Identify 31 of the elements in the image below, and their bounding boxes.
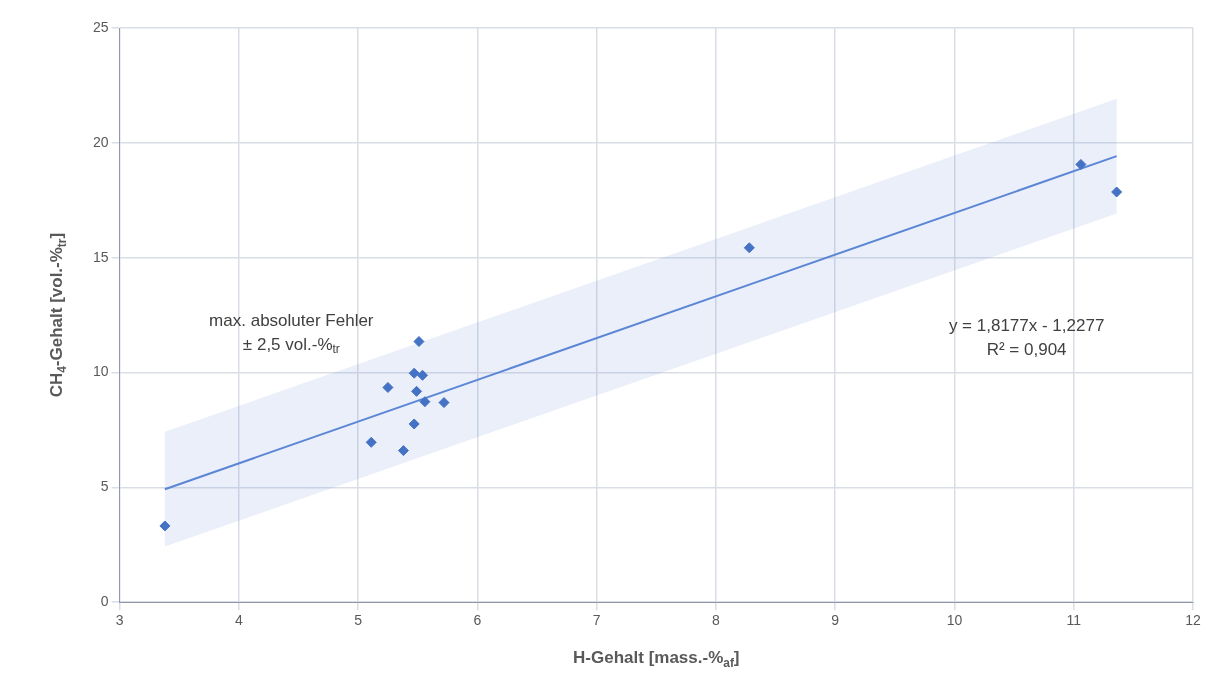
y-tick-label: 15: [92, 248, 109, 265]
x-tick-label: 10: [946, 612, 963, 629]
point: [159, 520, 171, 532]
annotation: y = 1,8177x - 1,2277 R² = 0,904: [948, 316, 1105, 360]
point: [365, 436, 377, 448]
point: [438, 397, 450, 409]
point: [419, 396, 431, 408]
x-tick-label: 9: [831, 612, 840, 629]
point: [382, 381, 394, 393]
x-tick-label: 8: [712, 612, 721, 629]
x-tick-label: 6: [473, 612, 482, 629]
y-tick-label: 5: [100, 478, 109, 495]
point: [743, 242, 755, 254]
x-tick-label: 3: [115, 612, 124, 629]
y-tick-label: 25: [92, 18, 109, 35]
x-tick-label: 11: [1066, 612, 1082, 629]
y-tick-label: 0: [100, 593, 109, 610]
x-tick-label: 5: [354, 612, 363, 629]
y-tick-label: 10: [92, 363, 109, 380]
x-tick-label: 7: [592, 612, 601, 629]
point: [413, 336, 425, 348]
x-tick-label: 4: [234, 612, 243, 629]
point: [397, 445, 409, 457]
point: [408, 367, 420, 379]
point: [411, 385, 423, 397]
x-tick-label: 12: [1185, 612, 1201, 629]
point: [1075, 158, 1087, 170]
point: [1111, 186, 1123, 198]
y-tick-label: 20: [92, 133, 109, 150]
point: [408, 418, 420, 430]
point: [417, 369, 429, 381]
